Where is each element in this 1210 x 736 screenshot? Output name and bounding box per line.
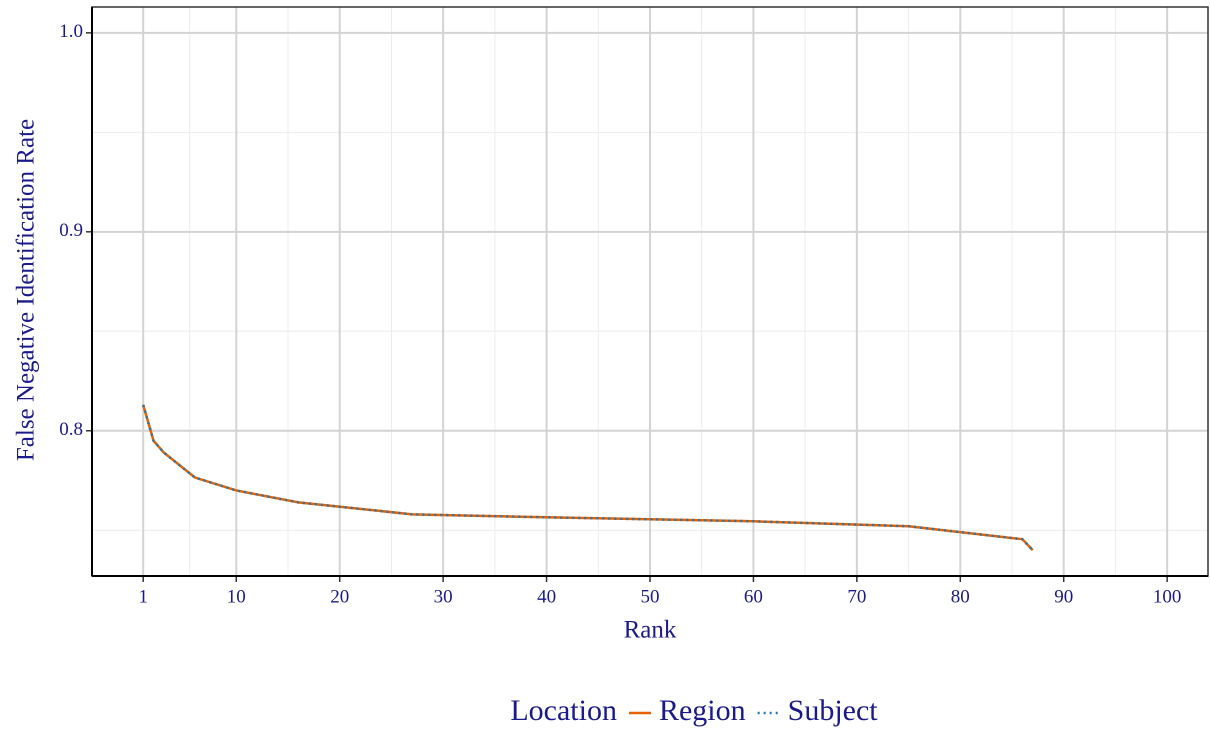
line <box>141 404 1034 551</box>
y-axis-title: False Negative Identification Rate <box>13 119 40 461</box>
line <box>141 404 1034 551</box>
legend-label: Subject <box>788 694 879 727</box>
x-tick-label: 40 <box>537 586 556 607</box>
x-tick-label: 20 <box>330 586 349 607</box>
legend-title: Location <box>510 694 617 727</box>
x-tick-label: 30 <box>434 586 453 607</box>
y-tick-label: 1.0 <box>59 21 83 42</box>
y-tick-label: 0.9 <box>59 220 83 241</box>
x-tick-label: 70 <box>847 586 866 607</box>
x-tick-label: 10 <box>227 586 246 607</box>
y-tick-label: 0.8 <box>59 419 83 440</box>
x-tick-label: 50 <box>641 586 660 607</box>
x-axis-title: Rank <box>624 617 677 644</box>
x-tick-label: 60 <box>744 586 763 607</box>
x-tick-label: 80 <box>951 586 970 607</box>
legend-label: Region <box>659 694 746 727</box>
x-tick-label: 1 <box>138 586 148 607</box>
x-tick-label: 90 <box>1054 586 1073 607</box>
x-tick-label: 100 <box>1153 586 1182 607</box>
